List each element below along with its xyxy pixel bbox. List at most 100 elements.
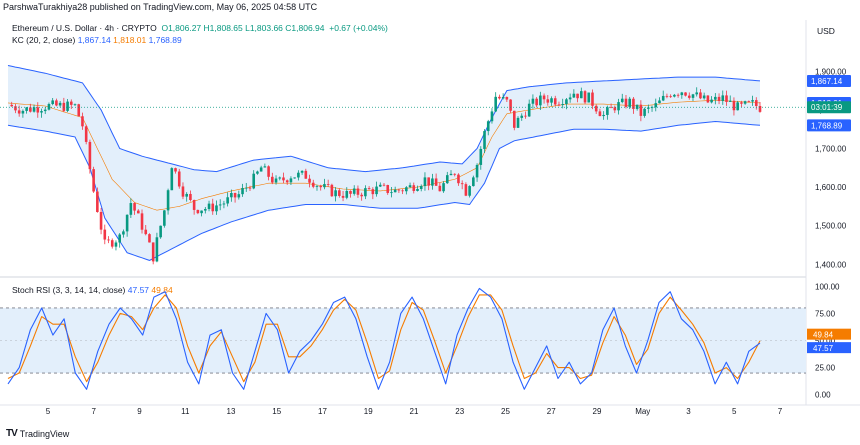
candle-body (21, 110, 25, 114)
candle-body (122, 231, 125, 235)
candle-body (390, 192, 393, 194)
candle-body (136, 210, 140, 214)
candle-body (699, 92, 702, 99)
candle-body (606, 107, 609, 115)
candle-body (293, 177, 296, 179)
candle-body (32, 107, 36, 112)
stoch-k-tag: 47.57 (813, 344, 834, 353)
candle-body (181, 186, 185, 197)
candle-body (107, 239, 110, 241)
candle-body (192, 200, 196, 210)
candle-body (542, 95, 546, 100)
candle-body (177, 171, 181, 187)
candle-body (114, 242, 118, 247)
candle-body (308, 178, 311, 183)
candle-body (40, 111, 43, 113)
candle-body (673, 94, 676, 97)
candle-body (457, 174, 460, 184)
candle-body (680, 92, 684, 96)
candle-body (639, 104, 643, 116)
time-tick: 15 (272, 407, 281, 416)
candle-body (289, 178, 293, 183)
candle-body (51, 100, 54, 105)
candle-body (311, 182, 315, 187)
time-tick: 29 (593, 407, 602, 416)
price-tick: 1,400.00 (815, 260, 847, 269)
candle-body (36, 107, 40, 113)
candle-body (378, 184, 382, 187)
candle-body (222, 203, 226, 205)
symbol-legend: Ethereum / U.S. Dollar · 4h · CRYPTO O1,… (12, 23, 388, 33)
candle-body (144, 229, 148, 235)
candle-body (572, 93, 576, 98)
candle-body (598, 111, 602, 117)
time-tick: 25 (501, 407, 510, 416)
candle-body (237, 194, 241, 198)
candle-body (628, 98, 632, 107)
candle-body (304, 170, 308, 179)
candle-body (17, 110, 21, 114)
candle-body (691, 94, 695, 98)
candle-body (69, 101, 73, 105)
candle-body (248, 187, 252, 189)
candle-body (367, 188, 371, 190)
candle-body (747, 101, 751, 102)
time-tick: 5 (732, 407, 737, 416)
candle-body (460, 183, 464, 185)
candle-body (401, 190, 404, 192)
candle-body (148, 234, 151, 243)
kc-label[interactable]: KC (20, 2, close) (12, 35, 76, 45)
candle-body (412, 185, 416, 191)
candle-body (352, 188, 356, 194)
ohlc-values: O1,806.27 H1,808.65 L1,803.66 C1,806.94 (161, 23, 325, 33)
candle-body (580, 91, 583, 99)
candle-body (706, 95, 710, 103)
currency-label[interactable]: USD (817, 26, 835, 36)
stoch-rsi-label[interactable]: Stoch RSI (3, 3, 14, 14, close) (12, 285, 126, 295)
time-tick: 27 (547, 407, 556, 416)
candle-body (654, 103, 658, 108)
candle-body (419, 186, 423, 189)
kc-legend: KC (20, 2, close) 1,867.14 1,818.01 1,76… (12, 35, 182, 45)
candle-body (423, 177, 427, 187)
candle-body (151, 242, 155, 262)
candle-body (501, 97, 505, 99)
time-tick: 11 (181, 407, 190, 416)
price-tick: 1,900.00 (815, 67, 847, 76)
candle-body (583, 91, 587, 103)
rsi-tick: 50.00 (815, 337, 836, 346)
brand-label: TradingView (19, 428, 70, 439)
candle-body (647, 107, 650, 109)
candle-body (300, 170, 304, 173)
candle-body (669, 96, 672, 98)
candle-body (241, 188, 244, 195)
candle-body (687, 95, 691, 98)
candle-body (159, 225, 162, 238)
candle-body (490, 111, 494, 122)
candle-body (341, 195, 345, 198)
candle-body (393, 189, 397, 193)
candle-body (472, 177, 475, 187)
candle-body (200, 210, 203, 214)
symbol-title[interactable]: Ethereum / U.S. Dollar · 4h · CRYPTO (12, 23, 157, 33)
candle-body (10, 104, 14, 107)
candle-body (77, 104, 81, 117)
candle-body (624, 98, 628, 107)
candle-body (73, 104, 77, 106)
candle-body (516, 117, 520, 128)
candle-body (676, 94, 680, 96)
candle-body (360, 194, 363, 197)
candle-body (84, 126, 88, 142)
candle-body (531, 98, 535, 104)
candle-body (445, 175, 449, 184)
candle-body (751, 100, 754, 102)
kc-upper-tag-bg (807, 74, 851, 87)
kc-lower-tag: 1,768.89 (811, 121, 843, 130)
candle-body (259, 167, 263, 172)
candle-body (702, 95, 706, 99)
candle-body (133, 203, 136, 211)
candle-body (758, 105, 762, 112)
stoch-rsi-legend: Stoch RSI (3, 3, 14, 14, close) 47.57 49… (12, 285, 173, 295)
candle-body (226, 197, 229, 204)
